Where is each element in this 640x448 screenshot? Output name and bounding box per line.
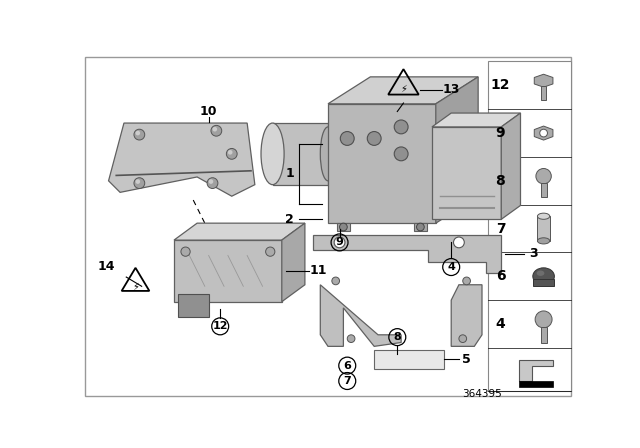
Ellipse shape	[533, 268, 554, 285]
Circle shape	[536, 168, 551, 184]
Polygon shape	[501, 113, 520, 220]
Polygon shape	[320, 285, 401, 346]
Polygon shape	[436, 77, 478, 223]
Circle shape	[348, 335, 355, 343]
Bar	[432, 127, 501, 220]
Text: 13: 13	[442, 83, 460, 96]
Text: 10: 10	[200, 105, 218, 118]
Polygon shape	[451, 285, 482, 346]
Text: 7: 7	[344, 376, 351, 386]
Ellipse shape	[261, 123, 284, 185]
Text: 6: 6	[343, 361, 351, 370]
Circle shape	[334, 237, 345, 248]
Ellipse shape	[320, 127, 336, 181]
Text: 11: 11	[310, 264, 328, 277]
Circle shape	[136, 179, 140, 184]
Polygon shape	[432, 113, 520, 127]
Text: 8: 8	[394, 332, 401, 342]
Bar	[488, 61, 572, 391]
Ellipse shape	[537, 271, 545, 276]
Bar	[541, 183, 547, 197]
Text: ⚡: ⚡	[132, 281, 139, 291]
Circle shape	[134, 178, 145, 189]
Text: 4: 4	[447, 262, 455, 272]
Bar	[328, 104, 436, 223]
Text: 6: 6	[495, 269, 506, 283]
Circle shape	[211, 125, 221, 136]
Circle shape	[417, 223, 424, 231]
Text: 4: 4	[495, 317, 506, 331]
Circle shape	[394, 120, 408, 134]
Circle shape	[207, 178, 218, 189]
Text: 9: 9	[495, 126, 506, 140]
Circle shape	[228, 150, 232, 155]
Circle shape	[340, 223, 348, 231]
Text: 9: 9	[335, 237, 344, 247]
Polygon shape	[282, 223, 305, 302]
Bar	[538, 216, 550, 241]
Circle shape	[463, 277, 470, 285]
Text: 8: 8	[495, 174, 506, 188]
Bar	[374, 350, 444, 370]
Polygon shape	[312, 235, 501, 273]
Text: 1: 1	[285, 168, 294, 181]
Circle shape	[181, 247, 190, 256]
Bar	[533, 280, 554, 285]
Text: 14: 14	[97, 260, 115, 273]
Text: 12: 12	[491, 78, 510, 92]
Circle shape	[540, 129, 547, 137]
Circle shape	[212, 127, 217, 132]
Polygon shape	[534, 74, 553, 87]
Text: 364395: 364395	[462, 389, 502, 399]
Text: 7: 7	[495, 222, 506, 236]
Circle shape	[367, 132, 381, 146]
Bar	[273, 123, 328, 185]
Polygon shape	[328, 77, 478, 104]
Text: 3: 3	[529, 247, 538, 260]
Circle shape	[459, 335, 467, 343]
Bar	[541, 327, 547, 343]
Circle shape	[134, 129, 145, 140]
Bar	[337, 223, 349, 231]
Polygon shape	[174, 223, 305, 240]
Circle shape	[266, 247, 275, 256]
Polygon shape	[534, 126, 553, 140]
Ellipse shape	[538, 238, 550, 244]
Bar	[414, 223, 427, 231]
Circle shape	[209, 179, 213, 184]
Text: ⚡: ⚡	[400, 84, 407, 94]
Ellipse shape	[538, 213, 550, 220]
Circle shape	[340, 132, 354, 146]
Text: 12: 12	[212, 321, 228, 332]
Circle shape	[394, 147, 408, 161]
Polygon shape	[519, 360, 553, 381]
Circle shape	[454, 237, 464, 248]
Bar	[519, 381, 553, 387]
Circle shape	[535, 311, 552, 328]
Text: 5: 5	[462, 353, 471, 366]
Circle shape	[332, 277, 340, 285]
Polygon shape	[109, 123, 255, 196]
Text: 2: 2	[285, 213, 294, 226]
Bar	[541, 86, 547, 100]
Polygon shape	[178, 294, 209, 317]
Bar	[174, 240, 282, 302]
Circle shape	[227, 148, 237, 159]
Circle shape	[136, 131, 140, 135]
